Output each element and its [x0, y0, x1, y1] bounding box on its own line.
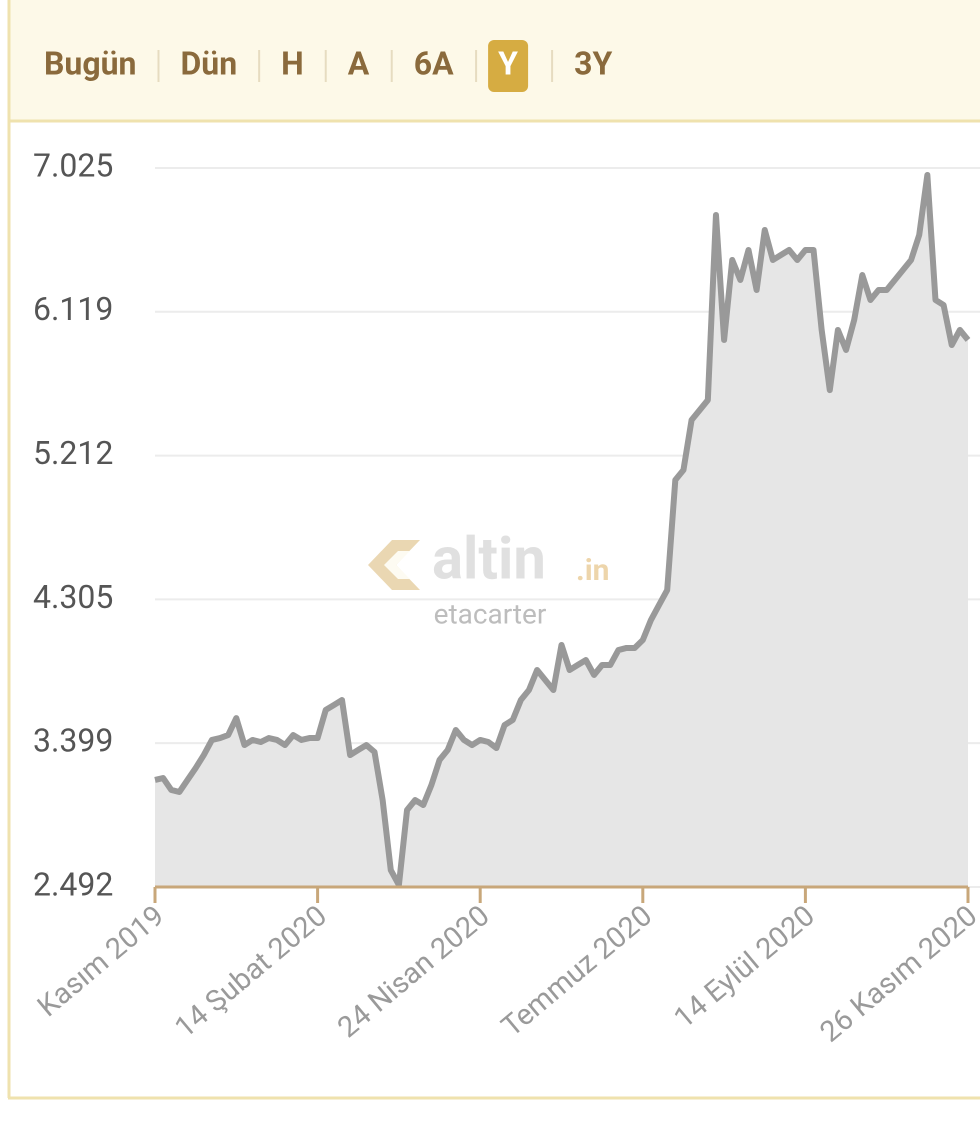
tab[interactable]: H — [281, 44, 304, 82]
x-tick-label: Temmuz 2020 — [495, 899, 659, 1044]
y-tick-label: 6.119 — [33, 290, 113, 328]
tab[interactable]: Bugün — [44, 44, 136, 82]
logo — [384, 551, 410, 579]
area — [155, 174, 968, 887]
y-tick-label: 7.025 — [33, 146, 113, 184]
x-tick-label: 14 Şubat 2020 — [169, 899, 334, 1045]
x-tick-label: 14 Eylül 2020 — [668, 899, 822, 1036]
tab[interactable]: A — [348, 44, 370, 82]
x-tick-label: 26 Kasım 2020 — [814, 899, 980, 1050]
watermark: altin .in etacarter — [368, 525, 609, 630]
y-tick-label: 4.305 — [33, 578, 113, 616]
y-tick-label: 3.399 — [33, 722, 113, 760]
x-tick-label: 24 Nisan 2020 — [331, 899, 496, 1045]
y-tick-label: 2.492 — [33, 865, 113, 903]
tab[interactable]: Dün — [180, 44, 237, 82]
watermark-brand: altin — [432, 525, 546, 593]
tabs: Bugün Dün H A 6A Y 3Y — [44, 40, 612, 92]
watermark-user: etacarter — [434, 597, 547, 630]
x-tick-label: Kasım 2019 — [31, 899, 171, 1024]
y-tick-label: 5.212 — [33, 434, 113, 472]
tab[interactable]: 3Y — [574, 44, 612, 82]
tab[interactable]: Y — [498, 44, 518, 82]
tab[interactable]: 6A — [414, 44, 454, 82]
tab-highlight — [488, 40, 529, 92]
line — [154, 171, 971, 888]
watermark-domain: .in — [576, 553, 609, 588]
